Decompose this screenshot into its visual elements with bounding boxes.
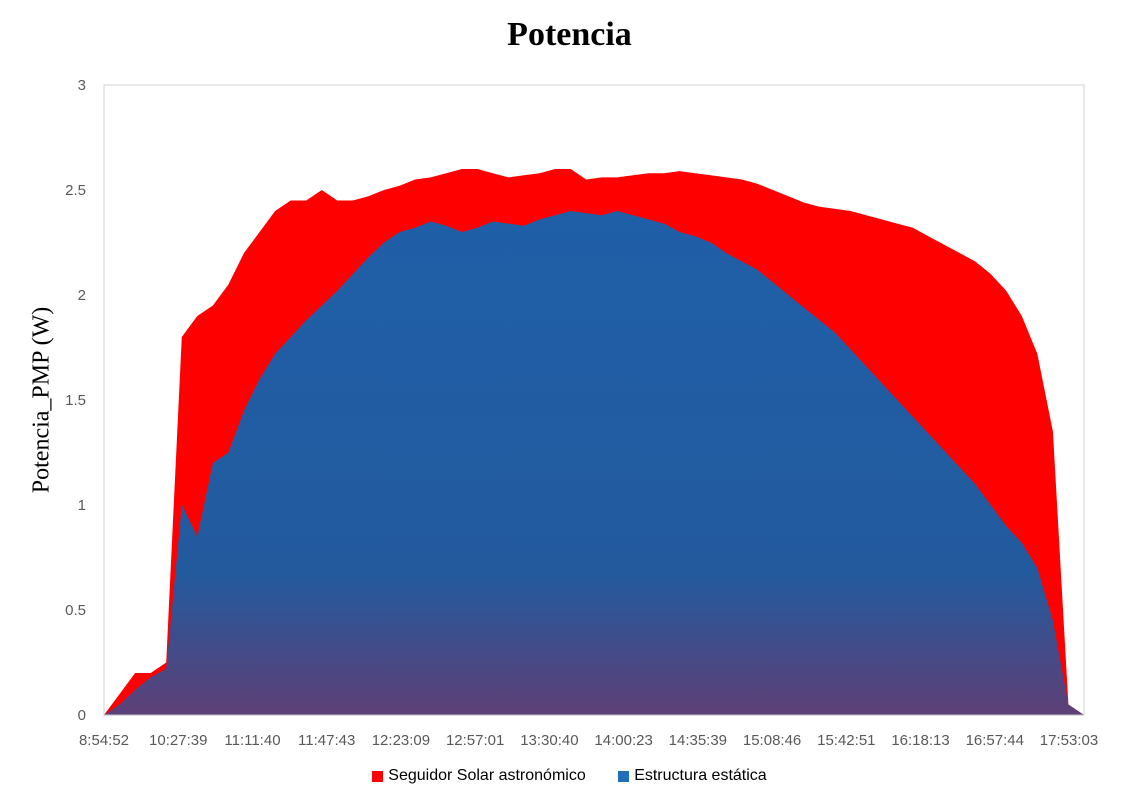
- x-tick-label: 15:42:51: [817, 732, 875, 749]
- x-tick-label: 11:11:40: [224, 732, 280, 749]
- x-tick-label: 8:54:52: [79, 732, 129, 749]
- legend-item-static: Estructura estática: [618, 767, 767, 785]
- legend-item-tracker: Seguidor Solar astronómico: [372, 767, 586, 785]
- y-tick-label: 1.5: [65, 392, 86, 409]
- x-tick-label: 12:23:09: [372, 732, 430, 749]
- y-tick-label: 3: [78, 77, 86, 94]
- x-tick-label: 10:27:39: [149, 732, 207, 749]
- x-tick-label: 15:08:46: [743, 732, 801, 749]
- y-tick-label: 0: [78, 707, 86, 724]
- x-tick-label: 16:57:44: [966, 732, 1024, 749]
- x-tick-label: 14:35:39: [669, 732, 727, 749]
- chart-title: Potencia: [507, 16, 632, 53]
- x-tick-label: 17:53:03: [1040, 732, 1098, 749]
- x-tick-label: 12:57:01: [446, 732, 504, 749]
- x-tick-label: 16:18:13: [891, 732, 949, 749]
- y-tick-label: 2: [78, 287, 86, 304]
- legend-label-static: Estructura estática: [634, 767, 767, 784]
- x-tick-label: 13:30:40: [520, 732, 578, 749]
- legend-swatch-tracker: [372, 770, 384, 782]
- y-tick-label: 1: [78, 497, 86, 514]
- legend: Seguidor Solar astronómico Estructura es…: [0, 767, 1139, 787]
- x-tick-label: 11:47:43: [298, 732, 355, 749]
- y-tick-label: 0.5: [65, 602, 86, 619]
- x-tick-label: 14:00:23: [594, 732, 652, 749]
- area-series-static: [104, 211, 1084, 715]
- legend-label-tracker: Seguidor Solar astronómico: [388, 767, 586, 784]
- legend-swatch-static: [618, 770, 630, 782]
- y-tick-label: 2.5: [65, 182, 86, 199]
